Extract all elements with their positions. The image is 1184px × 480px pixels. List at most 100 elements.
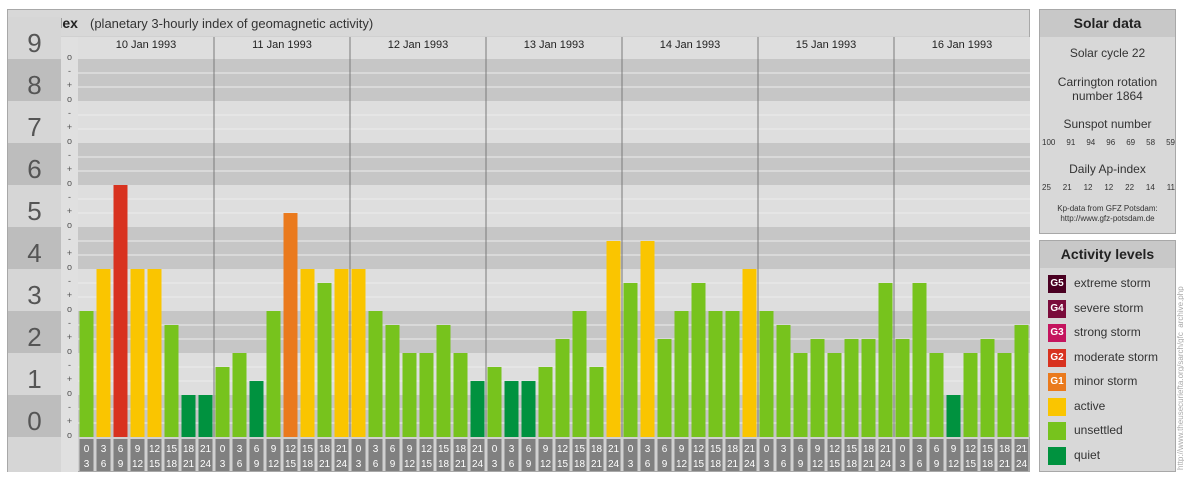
kp-bar (249, 381, 264, 437)
hour-start-label: 0 (84, 444, 90, 455)
hour-end-label: 12 (132, 459, 144, 470)
ap-index-label: Daily Ap-index (1069, 162, 1146, 176)
hour-box (181, 439, 196, 471)
hour-start-label: 9 (815, 444, 821, 455)
hour-box (368, 439, 383, 471)
kp-bar (963, 353, 978, 437)
kp-bar (708, 311, 723, 437)
hour-box (555, 439, 570, 471)
level-swatch (1048, 397, 1066, 416)
hour-start-label: 6 (118, 444, 124, 455)
hour-box (640, 439, 655, 471)
hour-end-label: 24 (1016, 459, 1028, 470)
kp-bar (1014, 324, 1029, 437)
hour-start-label: 15 (438, 444, 450, 455)
hour-box (470, 439, 485, 471)
kp-band-5 (78, 185, 1030, 227)
y-band-3 (8, 269, 61, 311)
hour-end-label: 6 (373, 459, 379, 470)
ap-value: 22 (1125, 183, 1135, 192)
sunspot-value: 96 (1106, 138, 1116, 147)
hour-start-label: 18 (319, 444, 331, 455)
hour-end-label: 3 (764, 459, 770, 470)
hour-end-label: 18 (302, 459, 314, 470)
hour-box (725, 439, 740, 471)
level-swatch: G1 (1048, 373, 1066, 391)
kp-bar (130, 269, 145, 437)
day-header-strip (78, 37, 1030, 51)
level-swatch: G4 (1048, 299, 1066, 318)
ap-values: 25 21 12 12 22 14 11 (1042, 183, 1175, 192)
hour-box (929, 439, 944, 471)
y-tick-label: 7 (27, 112, 42, 142)
day-label: 13 Jan 1993 (524, 39, 585, 51)
hour-box (283, 439, 298, 471)
sunspot-value: 94 (1086, 138, 1096, 147)
hour-start-label: 3 (101, 444, 107, 455)
chart-subtitle: (planetary 3-hourly index of geomagnetic… (90, 16, 374, 31)
hour-box (487, 439, 502, 471)
y-subtick-label: - (68, 276, 71, 286)
y-subtick-label: - (68, 150, 71, 160)
kp-bar (368, 311, 383, 437)
hour-end-label: 12 (268, 459, 280, 470)
kp-bar (657, 339, 672, 437)
hour-box (504, 439, 519, 471)
hour-box (810, 439, 825, 471)
hour-box (266, 439, 281, 471)
hour-end-label: 15 (965, 459, 977, 470)
kp-bar (793, 353, 808, 437)
kp-band-6 (78, 143, 1030, 185)
kp-bar (317, 282, 332, 437)
hour-end-label: 6 (645, 459, 651, 470)
hour-start-label: 15 (846, 444, 858, 455)
hour-start-label: 12 (693, 444, 705, 455)
kp-bar (878, 282, 893, 437)
level-swatch: G2 (1048, 348, 1066, 367)
hour-start-label: 6 (934, 444, 940, 455)
hour-start-label: 0 (900, 444, 906, 455)
hour-start-label: 18 (183, 444, 195, 455)
hour-end-label: 9 (390, 459, 396, 470)
y-tick-label: 6 (27, 154, 42, 184)
kp-bar (912, 282, 927, 437)
kp-bar (198, 395, 213, 437)
level-label: active (1074, 398, 1106, 413)
carrington-line1: Carrington rotation (1057, 75, 1158, 89)
y-subtick-label: - (68, 192, 71, 202)
hour-end-label: 18 (438, 459, 450, 470)
level-swatch (1048, 422, 1066, 440)
hour-start-label: 3 (645, 444, 651, 455)
y-subtick-label: + (66, 80, 73, 90)
hour-box (538, 439, 553, 471)
hour-end-label: 3 (220, 459, 226, 470)
hour-start-label: 18 (455, 444, 467, 455)
hour-end-label: 9 (798, 459, 804, 470)
kp-bar (980, 339, 995, 437)
hour-box (674, 439, 689, 471)
kp-bar (555, 339, 570, 437)
kp-bar (776, 324, 791, 437)
kp-bar (997, 353, 1012, 437)
hour-start-label: 21 (1016, 444, 1028, 455)
hour-end-label: 15 (557, 459, 569, 470)
hour-box (997, 439, 1012, 471)
kp-bar (96, 269, 111, 437)
hour-start-label: 18 (727, 444, 739, 455)
hour-start-label: 21 (744, 444, 756, 455)
hour-box (861, 439, 876, 471)
kp-bar (691, 282, 706, 437)
hour-start-label: 0 (492, 444, 498, 455)
y-subtick-label: + (66, 164, 73, 174)
hour-box (691, 439, 706, 471)
y-subtick-label: o (66, 220, 72, 230)
kp-bar (232, 353, 247, 437)
ap-value: 21 (1062, 183, 1072, 192)
hour-end-label: 15 (829, 459, 841, 470)
hour-box (113, 439, 128, 471)
kp-bar (334, 269, 349, 437)
hour-box (215, 439, 230, 471)
hour-box (79, 439, 94, 471)
y-band-4 (8, 227, 61, 269)
kp-bar (674, 311, 689, 437)
